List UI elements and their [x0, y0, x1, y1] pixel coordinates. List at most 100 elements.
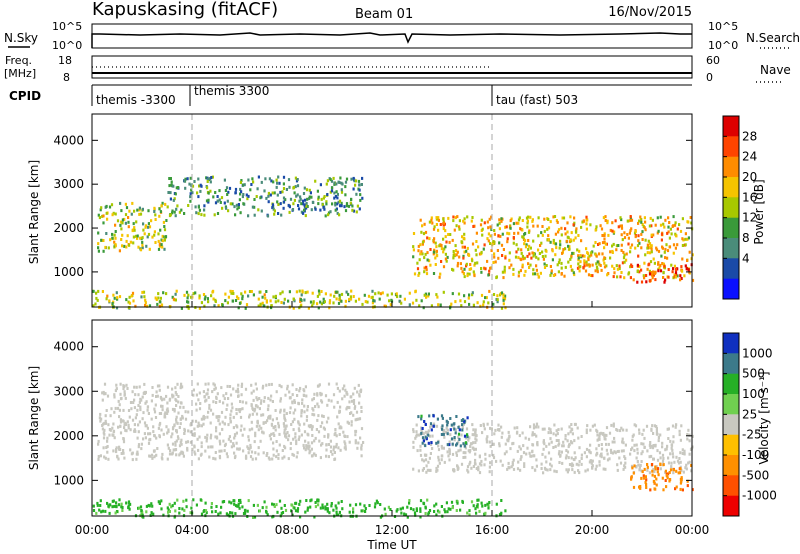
echo-cell	[97, 289, 100, 293]
echo-cell	[329, 293, 332, 297]
echo-cell	[620, 233, 623, 237]
echo-cell	[258, 509, 261, 513]
echo-cell	[596, 438, 599, 442]
echo-cell	[175, 439, 178, 443]
echo-cell	[234, 213, 237, 217]
echo-cell	[153, 206, 156, 210]
echo-cell	[141, 511, 144, 515]
echo-cell	[147, 222, 150, 226]
echo-cell	[290, 509, 293, 513]
echo-cell	[284, 198, 287, 202]
echo-cell	[506, 240, 509, 244]
echo-cell	[521, 265, 524, 269]
echo-cell	[521, 219, 524, 222]
echo-cell	[680, 424, 683, 428]
echo-cell	[645, 486, 648, 489]
echo-cell	[462, 418, 465, 422]
echo-cell	[613, 450, 616, 454]
echo-cell	[483, 427, 486, 431]
echo-cell	[233, 451, 236, 455]
echo-cell	[430, 216, 433, 220]
echo-cell	[184, 417, 188, 421]
echo-cell	[516, 467, 520, 471]
echo-cell	[197, 448, 200, 452]
echo-cell	[350, 411, 353, 415]
echo-cell	[130, 407, 133, 411]
echo-cell	[164, 202, 167, 206]
echo-cell	[214, 298, 217, 302]
echo-cell	[603, 256, 606, 260]
echo-cell	[631, 438, 634, 442]
echo-cell	[616, 428, 619, 432]
echo-cell	[577, 262, 580, 266]
echo-cell	[420, 428, 423, 432]
echo-cell	[238, 506, 241, 510]
echo-cell	[628, 231, 631, 235]
echo-cell	[558, 461, 561, 464]
echo-cell	[215, 415, 218, 419]
echo-cell	[572, 251, 575, 255]
echo-cell	[269, 299, 272, 303]
echo-cell	[618, 267, 621, 271]
echo-cell	[401, 506, 404, 510]
echo-cell	[113, 436, 116, 440]
echo-cell	[537, 425, 540, 429]
echo-cell	[636, 451, 639, 455]
echo-cell	[124, 221, 127, 225]
echo-cell	[210, 505, 213, 509]
echo-cell	[623, 260, 626, 264]
echo-cell	[646, 243, 649, 247]
echo-cell	[346, 392, 349, 396]
echo-cell	[383, 507, 386, 511]
echo-cell	[161, 408, 164, 412]
echo-cell	[225, 392, 228, 396]
echo-cell	[206, 186, 209, 190]
echo-cell	[600, 452, 603, 456]
echo-cell	[330, 504, 333, 508]
echo-cell	[136, 234, 139, 238]
echo-cell	[148, 504, 151, 508]
echo-cell	[106, 436, 109, 440]
echo-cell	[653, 261, 656, 265]
echo-cell	[649, 244, 652, 248]
echo-cell	[451, 238, 454, 242]
echo-cell	[216, 199, 219, 203]
echo-cell	[288, 185, 291, 189]
echo-cell	[675, 455, 678, 459]
echo-cell	[594, 467, 597, 471]
echo-cell	[470, 442, 473, 446]
echo-cell	[111, 499, 114, 503]
echo-cell	[642, 476, 645, 480]
echo-cell	[564, 247, 567, 251]
echo-cell	[683, 274, 686, 278]
echo-cell	[412, 508, 415, 512]
echo-cell	[283, 431, 286, 435]
echo-cell	[293, 400, 296, 404]
colorbar-tick-label: -1000	[742, 489, 777, 503]
echo-cell	[197, 457, 200, 461]
echo-cell	[575, 227, 578, 231]
echo-cell	[634, 235, 637, 239]
colorbar-tick-label: 25	[742, 407, 757, 421]
echo-cell	[344, 209, 348, 213]
echo-cell	[106, 450, 109, 454]
echo-cell	[151, 456, 154, 460]
echo-cell	[662, 276, 665, 279]
echo-cell	[230, 501, 233, 505]
echo-cell	[177, 437, 180, 441]
echo-cell	[111, 232, 114, 236]
echo-cell	[281, 449, 284, 452]
echo-cell	[664, 479, 667, 482]
echo-cell	[429, 452, 432, 455]
echo-cell	[197, 212, 200, 216]
echo-cell	[148, 454, 151, 458]
echo-cell	[680, 480, 683, 484]
echo-cell	[101, 424, 104, 427]
echo-cell	[178, 444, 182, 448]
echo-cell	[325, 448, 328, 452]
x-tick-label: 08:00	[275, 523, 310, 537]
echo-cell	[308, 445, 311, 449]
echo-cell	[535, 422, 539, 426]
echo-cell	[659, 463, 662, 467]
